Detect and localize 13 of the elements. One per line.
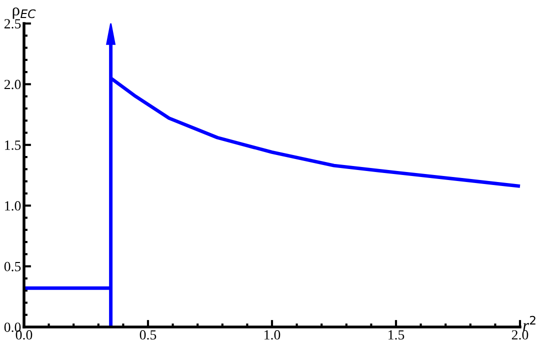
x-tick-label: 1.5 — [388, 330, 404, 340]
x-tick-label: 2.0 — [512, 330, 528, 340]
y-axis-title: ρ$_{EC}$ — [12, 7, 36, 19]
y-tick-label: 1.0 — [5, 201, 21, 211]
x-tick-label: 0.0 — [16, 330, 32, 340]
y-tick-label: 1.5 — [5, 140, 21, 150]
x-tick-label: 1.0 — [264, 330, 280, 340]
x-axis-title: r$^{2}$ — [523, 316, 536, 331]
y-tick-label: 2.0 — [4, 80, 21, 90]
y-tick-label: 2.5 — [4, 19, 21, 29]
y-tick-label: 0.0 — [4, 322, 21, 332]
x-tick-label: 0.5 — [140, 330, 156, 340]
y-tick-label: 0.5 — [4, 262, 21, 272]
